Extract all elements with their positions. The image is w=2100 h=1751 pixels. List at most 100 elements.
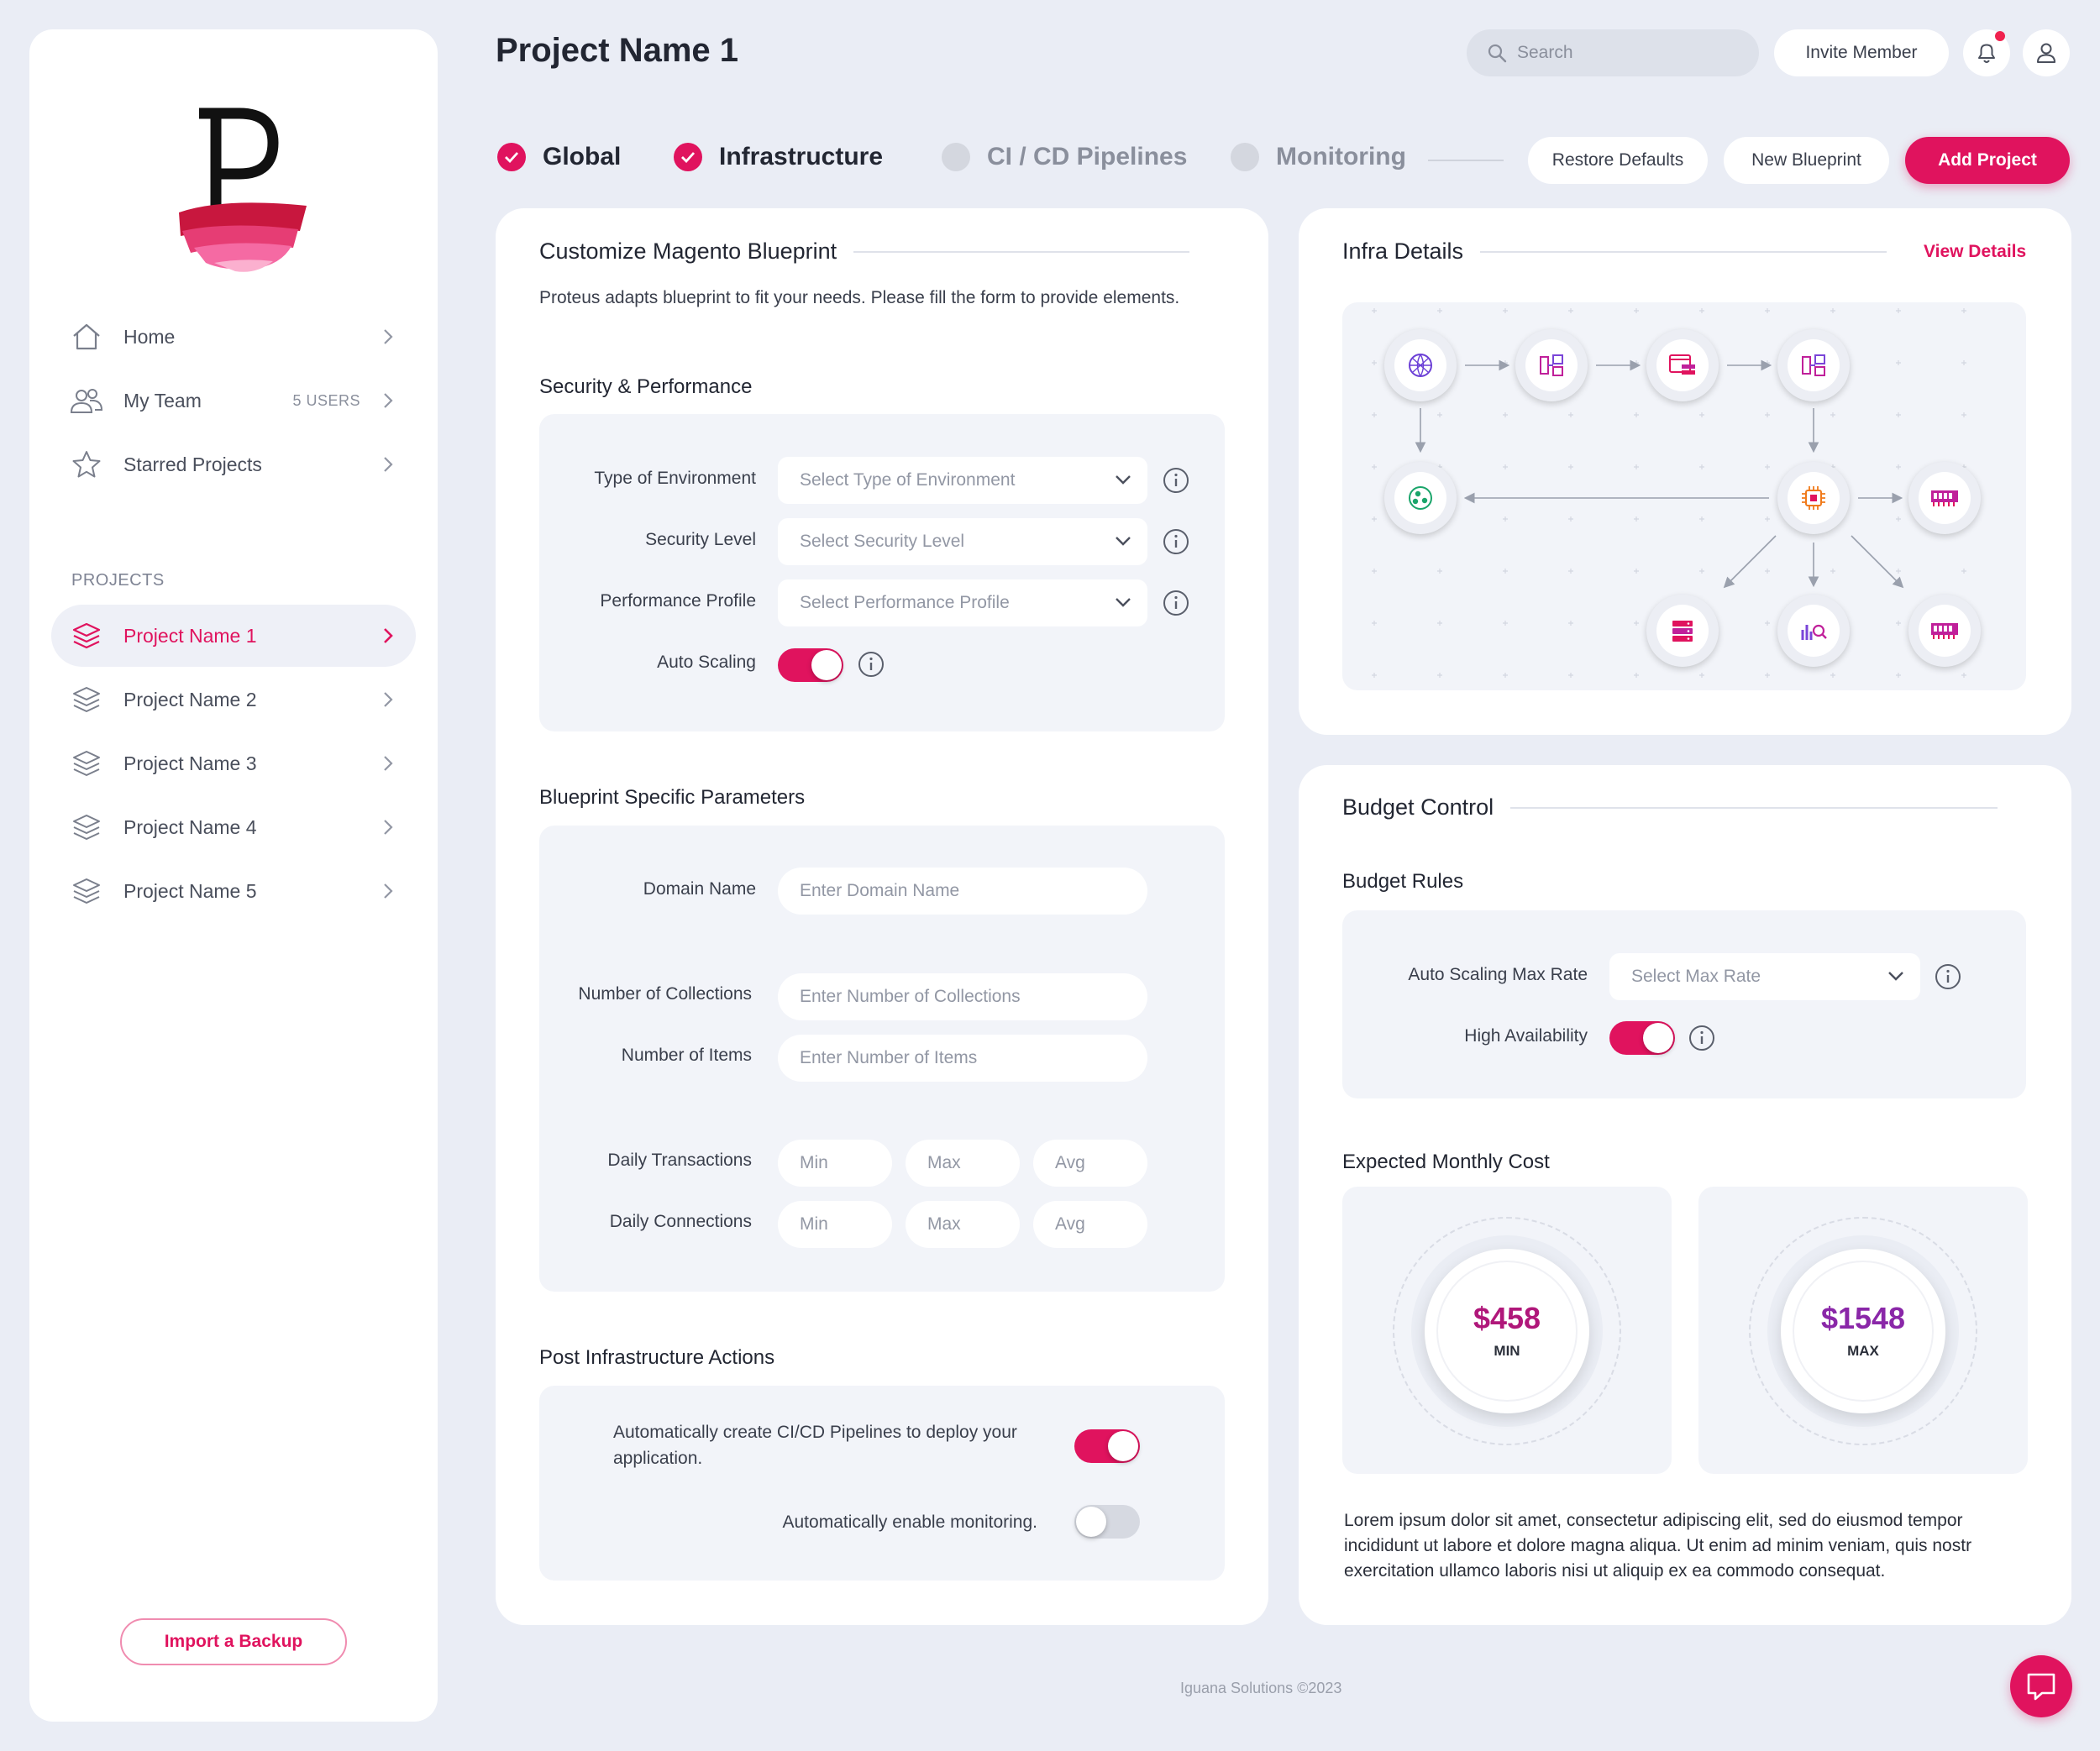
sidebar-item-project-4[interactable]: Project Name 4 (51, 796, 416, 858)
step-ci-cd-pipelines[interactable]: CI / CD Pipelines (942, 143, 1187, 171)
cost-inner-ring (1793, 1261, 1934, 1402)
input-placeholder: Avg (1055, 1153, 1085, 1172)
home-icon (70, 320, 103, 354)
view-details-link[interactable]: View Details (1924, 242, 2027, 261)
max-rate-select[interactable]: Select Max Rate (1609, 953, 1920, 1000)
chevron-down-icon (1114, 532, 1132, 555)
transactions-min-input[interactable]: Min (778, 1140, 892, 1187)
step-global[interactable]: Global (497, 143, 621, 171)
budget-title-text: Budget Control (1342, 794, 1494, 820)
layers-icon (70, 874, 103, 908)
budget-description: Lorem ipsum dolor sit amet, consectetur … (1344, 1511, 1972, 1581)
invite-member-button[interactable]: Invite Member (1774, 29, 1949, 76)
step-label: CI / CD Pipelines (987, 143, 1188, 170)
sidebar-item-home[interactable]: Home (51, 306, 416, 368)
network-node[interactable] (1384, 329, 1457, 401)
transactions-label: Daily Transactions (607, 1151, 752, 1170)
sidebar-item-project-2[interactable]: Project Name 2 (51, 668, 416, 731)
add-project-button[interactable]: Add Project (1905, 137, 2070, 184)
title-divider (1510, 806, 1998, 809)
cluster-node[interactable] (1515, 329, 1588, 401)
info-icon[interactable] (858, 651, 885, 678)
monitoring-toggle[interactable] (1074, 1505, 1140, 1539)
domain-name-input[interactable]: Enter Domain Name (778, 868, 1147, 915)
memory-node[interactable] (1908, 462, 1981, 534)
sidebar-item-label: My Team (123, 389, 202, 412)
connections-avg-input[interactable]: Avg (1033, 1201, 1147, 1248)
sidebar-item-project-1[interactable]: Project Name 1 (51, 605, 416, 667)
projects-section-label: PROJECTS (71, 571, 165, 590)
max-cost-label: MAX (1847, 1343, 1879, 1359)
team-icon (70, 384, 103, 417)
sidebar-item-project-5[interactable]: Project Name 5 (51, 860, 416, 922)
database-node[interactable] (1646, 595, 1719, 667)
items-label: Number of Items (621, 1046, 752, 1065)
min-cost-gauge: $458 MIN (1425, 1249, 1589, 1413)
min-cost-panel: $458 MIN (1342, 1187, 1672, 1474)
step-label: Monitoring (1276, 143, 1406, 170)
info-icon[interactable] (1688, 1025, 1715, 1051)
sidebar-item-starred-projects[interactable]: Starred Projects (51, 433, 416, 495)
notifications-button[interactable] (1963, 29, 2010, 76)
sidebar-item-label: Home (123, 325, 176, 348)
items-input[interactable]: Enter Number of Items (778, 1035, 1147, 1082)
notification-dot (1995, 31, 2005, 41)
input-placeholder: Enter Domain Name (800, 881, 960, 900)
connections-min-input[interactable]: Min (778, 1201, 892, 1248)
chevron-right-icon (375, 755, 401, 772)
chat-button[interactable] (2010, 1655, 2072, 1717)
restore-defaults-button[interactable]: Restore Defaults (1528, 137, 1708, 184)
database-icon (1672, 621, 1693, 642)
info-icon[interactable] (1935, 963, 1961, 990)
chevron-right-icon (375, 883, 401, 899)
high-availability-toggle[interactable] (1609, 1021, 1675, 1055)
step-infrastructure[interactable]: Infrastructure (674, 143, 883, 171)
import-backup-button[interactable]: Import a Backup (120, 1618, 347, 1665)
info-icon[interactable] (1163, 467, 1189, 494)
toggle-knob (811, 650, 842, 680)
min-cost-value: $458 (1473, 1301, 1541, 1335)
steps-divider (1428, 160, 1504, 161)
compute-node[interactable] (1777, 462, 1850, 534)
search-input[interactable]: Search (1467, 29, 1759, 76)
auto-scaling-toggle[interactable] (778, 648, 843, 682)
step-monitoring[interactable]: Monitoring (1231, 143, 1406, 171)
sidebar-item-label: Project Name 2 (123, 688, 257, 710)
chevron-right-icon (375, 627, 401, 644)
memory-icon (1931, 490, 1958, 506)
transactions-avg-input[interactable]: Avg (1033, 1140, 1147, 1187)
environment-select[interactable]: Select Type of Environment (778, 457, 1147, 504)
layers-icon (70, 683, 103, 716)
cost-ring (1393, 1217, 1621, 1445)
transactions-max-input[interactable]: Max (906, 1140, 1020, 1187)
info-icon[interactable] (1163, 528, 1189, 555)
connections-max-input[interactable]: Max (906, 1201, 1020, 1248)
select-placeholder: Select Performance Profile (800, 593, 1010, 612)
post-section-title: Post Infrastructure Actions (539, 1346, 775, 1369)
ha-label: High Availability (1464, 1026, 1588, 1046)
web-server-node[interactable] (1646, 329, 1719, 401)
max-cost-value: $1548 (1820, 1301, 1906, 1335)
analytics-node[interactable] (1777, 595, 1850, 667)
cache-node[interactable] (1908, 595, 1981, 667)
title-divider (853, 250, 1190, 253)
performance-profile-select[interactable]: Select Performance Profile (778, 579, 1147, 626)
sidebar-item-my-team[interactable]: My Team 5 USERS (51, 370, 416, 432)
info-icon[interactable] (1163, 590, 1189, 616)
new-blueprint-button[interactable]: New Blueprint (1724, 137, 1889, 184)
footer-copyright: Iguana Solutions ©2023 (1180, 1680, 1342, 1696)
infra-title-text: Infra Details (1342, 239, 1464, 264)
budget-title: Budget Control (1342, 794, 1998, 820)
budget-rules-title: Budget Rules (1342, 870, 1464, 893)
params-section-title: Blueprint Specific Parameters (539, 786, 806, 809)
profile-button[interactable] (2023, 29, 2070, 76)
cdn-node[interactable] (1384, 462, 1457, 534)
security-level-select[interactable]: Select Security Level (778, 518, 1147, 565)
security-label: Security Level (645, 530, 756, 549)
cicd-toggle[interactable] (1074, 1429, 1140, 1463)
collections-input[interactable]: Enter Number of Collections (778, 973, 1147, 1020)
toggle-knob (1076, 1507, 1106, 1537)
sidebar-item-project-3[interactable]: Project Name 3 (51, 732, 416, 794)
memory-icon (1931, 623, 1958, 639)
app-cluster-node[interactable] (1777, 329, 1850, 401)
